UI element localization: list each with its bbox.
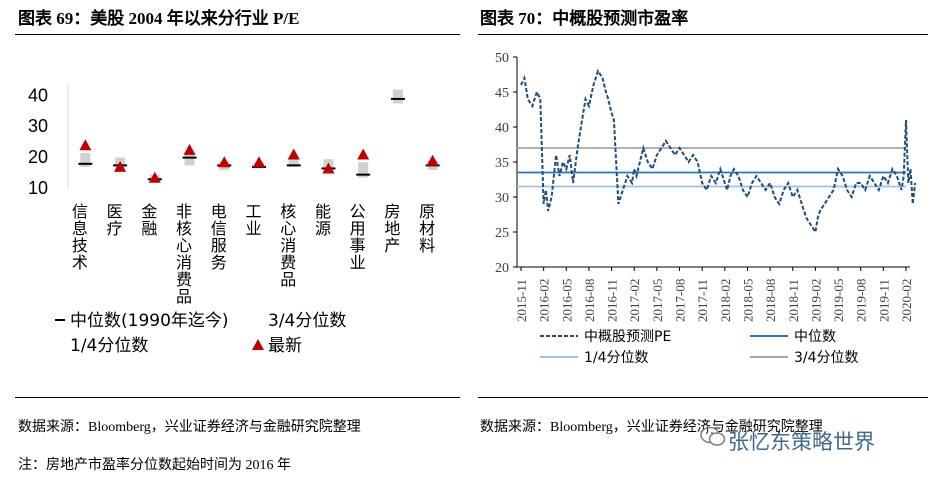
wechat-icon	[700, 426, 726, 446]
y-tick-label: 10	[28, 178, 48, 198]
right-source: 数据来源：Bloomberg，兴业证券经济与金融研究院整理	[480, 420, 823, 435]
y-tick-label: 45	[495, 86, 509, 101]
y-tick-label: 30	[495, 191, 509, 206]
category-label: 房地产	[381, 203, 400, 254]
legend-q3-label: 3/4分位数	[268, 311, 346, 331]
category-label: 非核心消费品	[173, 203, 192, 305]
legend-median-label: 中位数(1990年迄今)	[70, 311, 229, 331]
iqr-box	[184, 153, 195, 166]
y-tick-label: 30	[28, 116, 48, 136]
latest-marker	[253, 156, 265, 168]
left-source-rule	[15, 397, 460, 398]
legend-q1-label: 1/4分位数	[584, 350, 649, 366]
category-label: 公用事业	[347, 203, 366, 271]
x-tick-label: 2019-05	[831, 279, 846, 322]
y-tick-label: 50	[495, 51, 509, 66]
x-tick-label: 2018-02	[718, 279, 733, 322]
category-label: 原材料	[416, 203, 435, 254]
right-chart-title: 图表 70：中概股预测市盈率	[480, 9, 689, 28]
category-label: 信息技术	[69, 203, 88, 271]
category-label: 电信服务	[208, 203, 227, 271]
sector-pe-chart: 10 20 30 40 信息技术 医疗 金融 非核心消费品 电信服务 工业 核心消费品 能源 公用事业房…	[28, 85, 440, 356]
iqr-box	[358, 162, 369, 178]
x-tick-label: 2019-08	[854, 279, 869, 322]
right-title-rule	[478, 34, 928, 35]
legend-q1-label: 1/4分位数	[70, 336, 148, 356]
category-label: 工业	[243, 203, 262, 237]
right-source-rule	[478, 397, 928, 398]
latest-marker	[183, 143, 196, 155]
x-tick-label: 2018-11	[786, 279, 801, 322]
latest-marker	[114, 160, 127, 172]
china-adr-pe-chart: 20 25 30 35 40 45 50 2015-11 2016-02 2016-05 2016-…	[495, 51, 917, 366]
legend-latest-label: 最新	[268, 336, 302, 356]
x-tick-label: 2017-08	[673, 279, 688, 322]
left-title-rule	[15, 34, 460, 35]
legend-q3-label: 3/4分位数	[794, 350, 859, 366]
pe-series-line	[520, 68, 917, 235]
y-tick-label: 35	[495, 156, 509, 171]
x-tick-label: 2018-05	[740, 279, 755, 322]
y-tick-label: 40	[495, 121, 509, 136]
x-tick-label: 2016-11	[605, 279, 620, 322]
latest-marker	[426, 154, 439, 166]
x-tick-label: 2016-05	[559, 279, 574, 322]
category-label: 核心消费品	[277, 203, 296, 288]
x-tick-label: 2017-05	[650, 279, 665, 322]
y-tick-label: 20	[28, 147, 48, 167]
latest-marker	[79, 139, 92, 151]
iqr-box	[288, 156, 299, 167]
legend-pe-label: 中概股预测PE	[584, 329, 671, 345]
x-tick-label: 2017-02	[627, 279, 642, 322]
iqr-box	[392, 89, 403, 104]
latest-marker	[218, 156, 231, 168]
x-tick-label: 2016-02	[537, 279, 552, 322]
x-tick-label: 2019-02	[808, 279, 823, 322]
x-tick-label: 2015-11	[514, 279, 529, 322]
y-tick-label: 40	[28, 85, 48, 105]
footnote: 注：房地产市盈率分位数起始时间为 2016 年	[18, 458, 291, 473]
x-tick-label: 2020-02	[899, 279, 914, 322]
category-label: 能源	[312, 203, 331, 237]
x-tick-label: 2019-11	[876, 279, 891, 322]
legend-median-label: 中位数	[794, 329, 836, 345]
left-chart-title: 图表 69：美股 2004 年以来分行业 P/E	[18, 9, 300, 28]
y-tick-label: 25	[495, 226, 509, 241]
x-tick-label: 2017-11	[695, 279, 710, 322]
x-tick-label: 2016-08	[582, 279, 597, 322]
x-tick-label: 2018-08	[763, 279, 778, 322]
latest-marker	[357, 148, 370, 160]
watermark: 张忆东策略世界	[728, 430, 875, 454]
latest-marker	[287, 148, 300, 160]
latest-marker	[148, 171, 161, 183]
latest-marker	[322, 162, 335, 174]
legend-latest-swatch	[252, 339, 264, 350]
category-label: 金融	[138, 203, 157, 237]
iqr-box	[80, 153, 91, 167]
left-source: 数据来源：Bloomberg，兴业证券经济与金融研究院整理	[18, 420, 361, 435]
y-tick-label: 20	[495, 261, 509, 276]
category-label: 医疗	[104, 203, 123, 237]
